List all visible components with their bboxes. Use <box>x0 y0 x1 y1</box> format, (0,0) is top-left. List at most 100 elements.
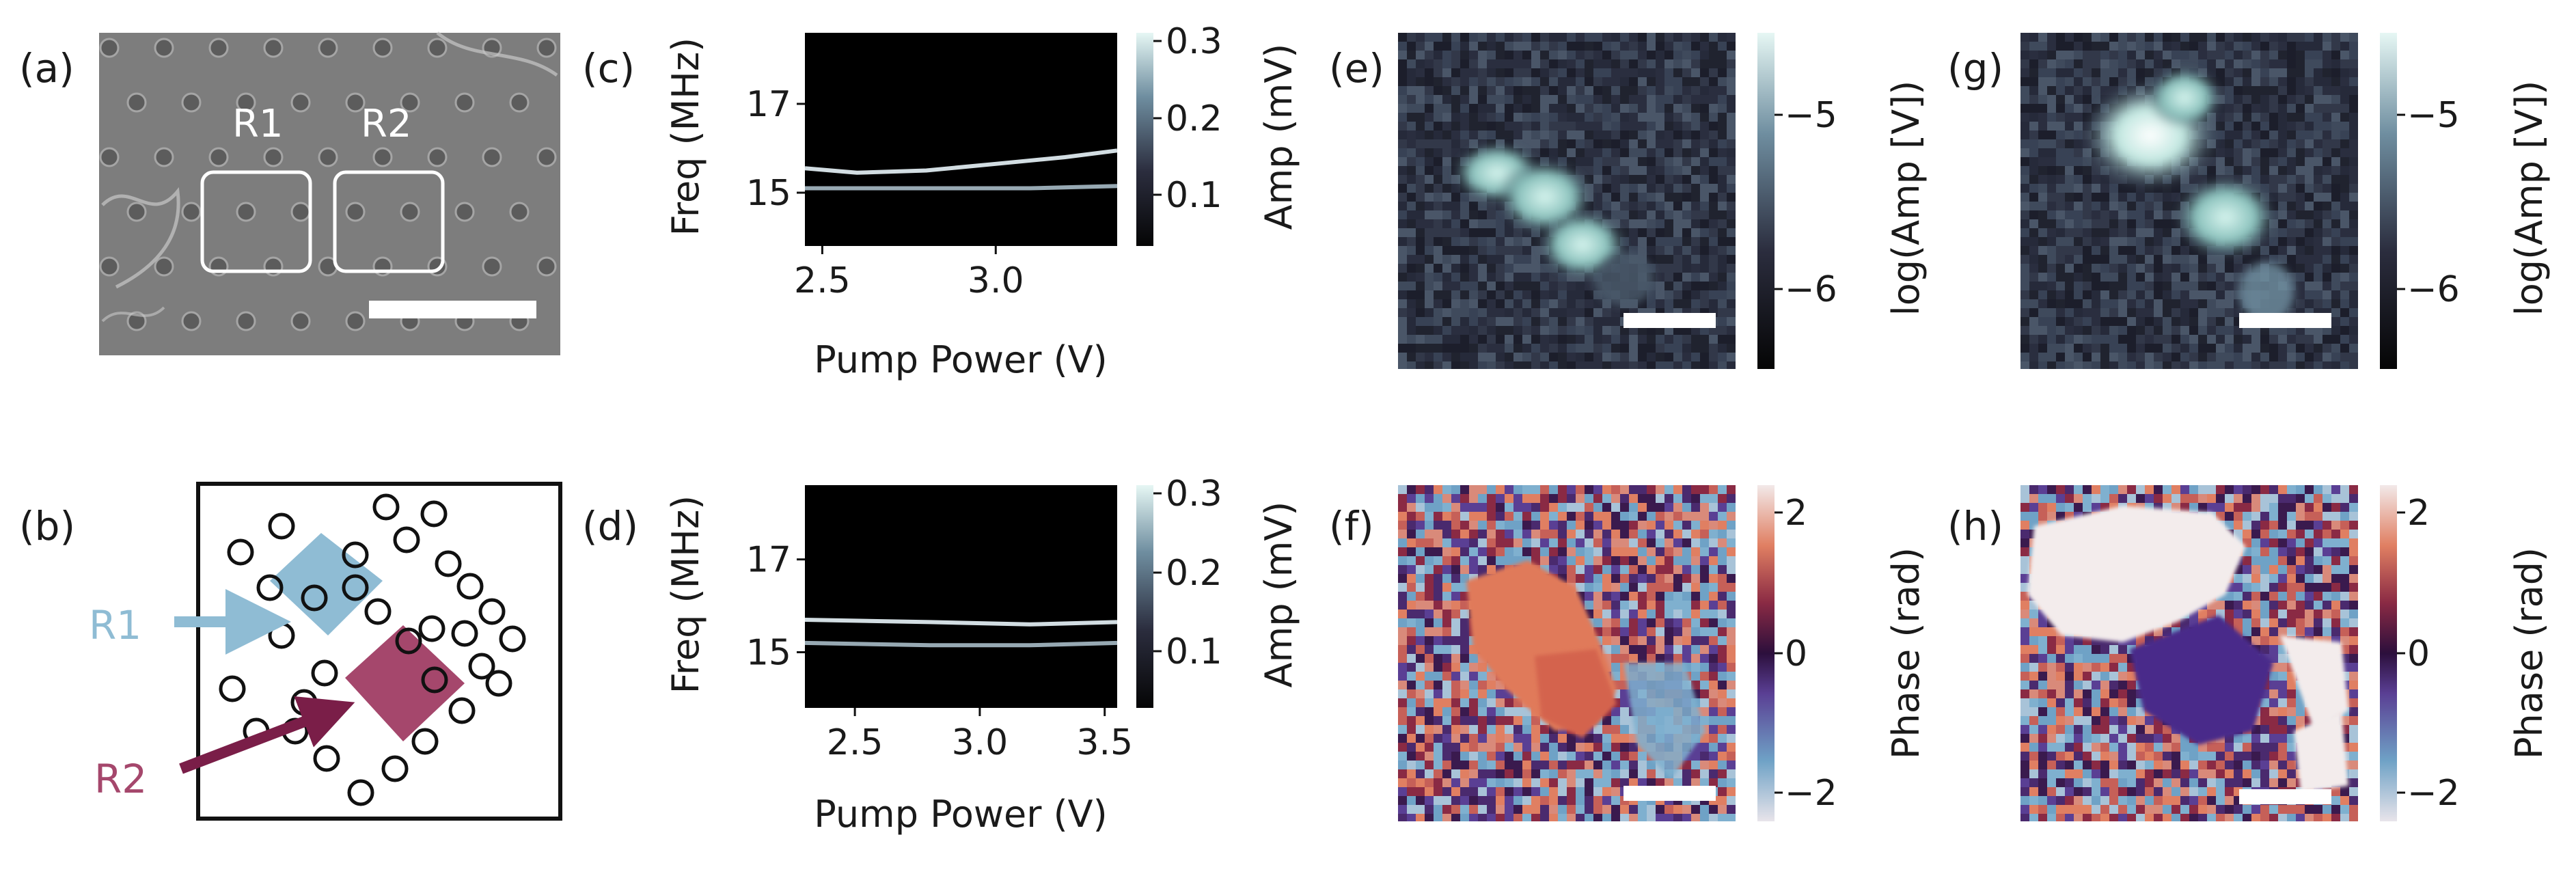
sem-pillar <box>154 256 174 277</box>
sem-pillar <box>208 147 229 167</box>
y-tick-label: 17 <box>746 540 791 581</box>
cbar-d-tick-0.1: 0.1 <box>1166 631 1222 672</box>
sem-pillar <box>208 38 229 58</box>
colorbar-label-c: Amp (mV) <box>1257 44 1300 230</box>
sem-pillar <box>99 256 120 277</box>
sem-pillar <box>154 38 174 58</box>
spectrum-mode-line <box>804 618 1118 627</box>
colorbar-label-g: log(Amp [V]) <box>2508 81 2551 316</box>
x-tick-label: 3.0 <box>968 260 1024 301</box>
cbar-c-tick-0.3: 0.3 <box>1166 21 1222 62</box>
sem-pillar <box>263 38 284 58</box>
sem-pillar <box>290 92 311 113</box>
scale-bar-g <box>2239 313 2331 328</box>
schematic-label-r1: R1 <box>89 602 141 648</box>
schematic-hole <box>342 574 369 601</box>
sem-pillar <box>454 202 475 222</box>
y-tick-label: 15 <box>746 633 791 674</box>
sem-pillar <box>454 92 475 113</box>
sem-pillar <box>536 147 557 167</box>
cbar-c-tick-0.2: 0.2 <box>1166 98 1222 139</box>
sem-pillar <box>318 38 338 58</box>
ylabel-c: Freq (MHz) <box>664 38 707 236</box>
sem-pillar <box>236 311 256 331</box>
map-f: 2 0 −2 Phase (rad) <box>1398 485 1928 821</box>
schematic-region-r2 <box>345 625 465 741</box>
cbar-g-tick-minus6: −6 <box>2407 269 2460 310</box>
sem-image: R1 R2 <box>99 31 560 355</box>
colorbar-log-g <box>2380 33 2397 369</box>
cbar-d-tick-0.2: 0.2 <box>1166 553 1222 594</box>
cbar-f-tick-2: 2 <box>1785 493 1807 534</box>
schematic-hole <box>468 653 495 680</box>
ylabel-d: Freq (MHz) <box>664 495 707 694</box>
schematic-hole <box>421 666 448 694</box>
colorbar-log-e <box>1757 33 1775 369</box>
schematic-hole <box>381 755 409 782</box>
schematic-hole <box>219 675 246 702</box>
panel-label-b: (b) <box>19 503 75 549</box>
sem-pillar <box>536 38 557 58</box>
panel-label-e: (e) <box>1329 45 1384 92</box>
sem-pillar <box>400 92 420 113</box>
cbar-d-tick-0.3: 0.3 <box>1166 474 1222 515</box>
map-g: −5 −6 log(Amp [V]) <box>2020 33 2551 369</box>
colorbar-label-h: Phase (rad) <box>2508 547 2551 759</box>
sem-label-r2: R2 <box>361 102 412 146</box>
cbar-c-tick-0.1: 0.1 <box>1166 175 1222 216</box>
sem-pillar <box>181 92 202 113</box>
schematic-hole <box>347 779 374 806</box>
y-tick-label: 17 <box>746 84 791 125</box>
schematic-arrow-r2 <box>179 696 355 774</box>
cbar-e-tick-minus5: −5 <box>1785 95 1837 136</box>
sem-pillar <box>509 202 530 222</box>
sem-pillar <box>482 147 502 167</box>
cbar-h-tick-0: 0 <box>2407 633 2430 674</box>
y-tick-label: 15 <box>746 173 791 214</box>
xlabel-d: Pump Power (V) <box>814 793 1107 836</box>
sem-pillar <box>263 147 284 167</box>
schematic-hole <box>301 584 328 612</box>
schematic-hole <box>227 538 254 566</box>
spectrum-d-plot <box>805 485 1117 708</box>
x-tick-label: 2.5 <box>827 722 883 763</box>
colorbar-amp-d <box>1136 485 1153 708</box>
map-h: 2 0 −2 Phase (rad) <box>2020 485 2551 821</box>
sem-pillar <box>126 202 147 222</box>
sem-pillar <box>154 147 174 167</box>
sem-label-r1: R1 <box>232 102 284 146</box>
schematic-hole <box>478 598 506 625</box>
sem-pillar <box>345 202 366 222</box>
sem-pillar <box>345 92 366 113</box>
panel-label-g: (g) <box>1947 45 2003 92</box>
colorbar-phase-f <box>1757 485 1775 821</box>
sem-pillar <box>181 202 202 222</box>
sem-pillar <box>290 311 311 331</box>
spectrum-mode-line <box>804 640 1118 648</box>
panel-label-a: (a) <box>19 45 74 92</box>
panel-label-f: (f) <box>1329 503 1374 549</box>
x-tick-label: 2.5 <box>794 260 851 301</box>
sem-pillar <box>181 311 202 331</box>
sem-pillar <box>290 202 311 222</box>
schematic-hole <box>411 728 439 755</box>
schematic-hole <box>435 550 462 577</box>
map-e: −5 −6 log(Amp [V]) <box>1398 33 1928 369</box>
schematic-hole <box>420 500 448 528</box>
sem-pillar <box>236 92 256 113</box>
schematic-hole <box>364 598 392 625</box>
sem-pillar <box>345 311 366 331</box>
x-tick-label: 3.5 <box>1076 722 1133 763</box>
colorbar-label-e: log(Amp [V]) <box>1885 81 1928 316</box>
sem-pillar <box>536 256 557 277</box>
spectrum-mode-line <box>805 184 1118 191</box>
scale-bar-f <box>1623 786 1716 801</box>
schematic-hole <box>485 670 512 697</box>
sem-pillar <box>99 38 120 58</box>
sem-pillar <box>99 147 120 167</box>
panel-label-d: (d) <box>582 503 638 549</box>
schematic-label-r2: R2 <box>94 756 147 802</box>
sem-pillar <box>372 147 393 167</box>
